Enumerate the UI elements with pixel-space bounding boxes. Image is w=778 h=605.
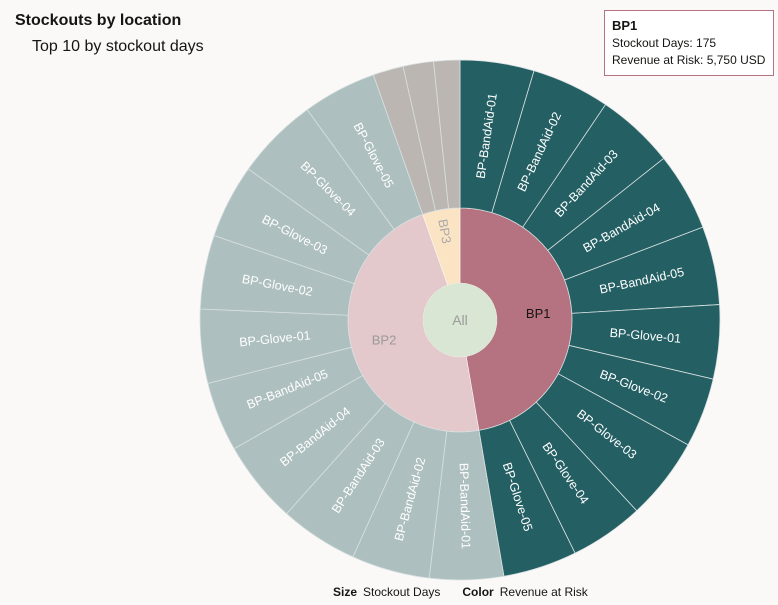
segment-label-bp1: BP1 — [526, 306, 551, 321]
segment-label-bp2: BP2 — [372, 332, 397, 347]
segment-label: BP-Glove-01 — [609, 326, 682, 346]
legend-color-label: Color — [462, 585, 494, 599]
tooltip-title: BP1 — [612, 18, 638, 33]
tooltip: BP1 Stockout Days: 175 Revenue at Risk: … — [604, 10, 774, 76]
tooltip-revenue: Revenue at Risk: 5,750 USD — [612, 53, 766, 67]
legend: Size Stockout Days Color Revenue at Risk — [333, 585, 588, 599]
legend-size-label: Size — [333, 585, 358, 599]
segment-bp3-item-3[interactable] — [433, 59, 461, 210]
chart-title: Stockouts by location — [15, 12, 182, 29]
segment-label: BP-BandAid-01 — [457, 463, 473, 550]
legend-color-value: Revenue at Risk — [499, 585, 588, 599]
tooltip-stockout-days: Stockout Days: 175 — [612, 36, 717, 50]
legend-size-value: Stockout Days — [363, 585, 441, 599]
chart-subtitle: Top 10 by stockout days — [32, 38, 204, 55]
segment-label-all: All — [452, 312, 468, 328]
segment-label-bp3: BP3 — [435, 218, 454, 245]
segment-all[interactable] — [423, 283, 497, 357]
